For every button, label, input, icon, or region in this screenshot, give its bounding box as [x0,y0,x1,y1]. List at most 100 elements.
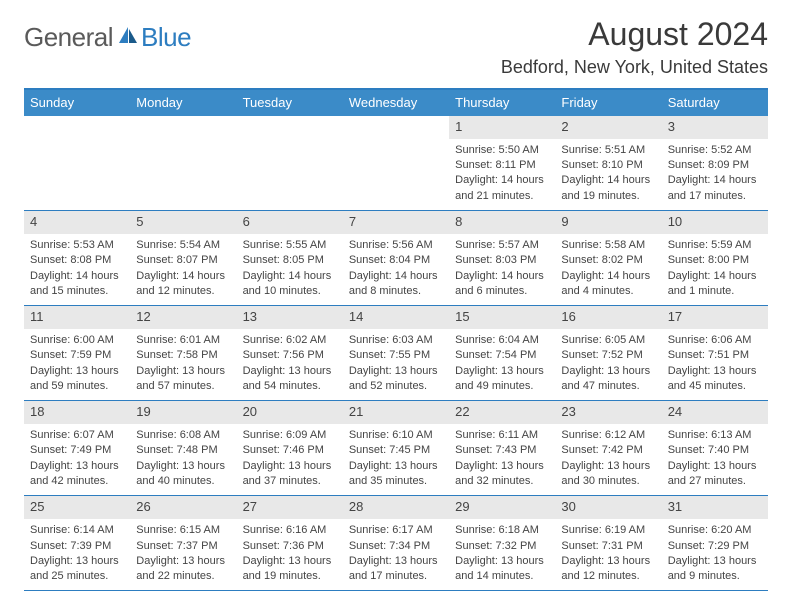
daylight2-line: and 12 minutes. [561,569,655,583]
daylight1-line: Daylight: 13 hours [30,364,124,378]
week-row: 4Sunrise: 5:53 AMSunset: 8:08 PMDaylight… [24,211,768,306]
day-info: Sunrise: 6:13 AMSunset: 7:40 PMDaylight:… [662,424,768,495]
sunset-line: Sunset: 7:56 PM [243,348,337,362]
sunrise-line: Sunrise: 6:05 AM [561,333,655,347]
daylight2-line: and 17 minutes. [349,569,443,583]
week-row: 1Sunrise: 5:50 AMSunset: 8:11 PMDaylight… [24,116,768,211]
sunset-line: Sunset: 8:05 PM [243,253,337,267]
day-header-row: SundayMondayTuesdayWednesdayThursdayFrid… [24,90,768,116]
week-row: 25Sunrise: 6:14 AMSunset: 7:39 PMDayligh… [24,496,768,591]
day-cell: 11Sunrise: 6:00 AMSunset: 7:59 PMDayligh… [24,306,130,400]
day-number: 30 [555,496,661,519]
daylight2-line: and 47 minutes. [561,379,655,393]
daylight1-line: Daylight: 14 hours [136,269,230,283]
sunset-line: Sunset: 7:34 PM [349,539,443,553]
page-title: August 2024 [501,16,768,53]
day-number: 31 [662,496,768,519]
sunrise-line: Sunrise: 5:51 AM [561,143,655,157]
day-header: Friday [555,90,661,116]
day-number [24,116,130,138]
day-info: Sunrise: 6:01 AMSunset: 7:58 PMDaylight:… [130,329,236,400]
sunset-line: Sunset: 7:31 PM [561,539,655,553]
day-cell: 10Sunrise: 5:59 AMSunset: 8:00 PMDayligh… [662,211,768,305]
day-number: 17 [662,306,768,329]
sunrise-line: Sunrise: 6:09 AM [243,428,337,442]
sunrise-line: Sunrise: 5:55 AM [243,238,337,252]
daylight2-line: and 59 minutes. [30,379,124,393]
day-info: Sunrise: 6:07 AMSunset: 7:49 PMDaylight:… [24,424,130,495]
day-cell: 15Sunrise: 6:04 AMSunset: 7:54 PMDayligh… [449,306,555,400]
sunset-line: Sunset: 8:03 PM [455,253,549,267]
day-cell: 19Sunrise: 6:08 AMSunset: 7:48 PMDayligh… [130,401,236,495]
daylight1-line: Daylight: 14 hours [349,269,443,283]
sunrise-line: Sunrise: 6:10 AM [349,428,443,442]
daylight2-line: and 57 minutes. [136,379,230,393]
calendar-grid: SundayMondayTuesdayWednesdayThursdayFrid… [24,88,768,591]
day-cell: 25Sunrise: 6:14 AMSunset: 7:39 PMDayligh… [24,496,130,590]
week-row: 11Sunrise: 6:00 AMSunset: 7:59 PMDayligh… [24,306,768,401]
sunrise-line: Sunrise: 6:15 AM [136,523,230,537]
day-number: 11 [24,306,130,329]
sunrise-line: Sunrise: 5:50 AM [455,143,549,157]
day-cell: 5Sunrise: 5:54 AMSunset: 8:07 PMDaylight… [130,211,236,305]
daylight1-line: Daylight: 13 hours [455,554,549,568]
sail-icon [117,25,139,50]
day-header: Monday [130,90,236,116]
day-number: 9 [555,211,661,234]
day-info: Sunrise: 6:15 AMSunset: 7:37 PMDaylight:… [130,519,236,590]
daylight2-line: and 10 minutes. [243,284,337,298]
sunrise-line: Sunrise: 6:18 AM [455,523,549,537]
day-info: Sunrise: 5:57 AMSunset: 8:03 PMDaylight:… [449,234,555,305]
sunset-line: Sunset: 8:11 PM [455,158,549,172]
day-number: 18 [24,401,130,424]
day-cell: 1Sunrise: 5:50 AMSunset: 8:11 PMDaylight… [449,116,555,210]
day-cell: 3Sunrise: 5:52 AMSunset: 8:09 PMDaylight… [662,116,768,210]
sunrise-line: Sunrise: 6:12 AM [561,428,655,442]
day-cell: 4Sunrise: 5:53 AMSunset: 8:08 PMDaylight… [24,211,130,305]
day-number: 12 [130,306,236,329]
daylight1-line: Daylight: 13 hours [455,364,549,378]
day-number: 28 [343,496,449,519]
day-info: Sunrise: 6:06 AMSunset: 7:51 PMDaylight:… [662,329,768,400]
day-cell: 22Sunrise: 6:11 AMSunset: 7:43 PMDayligh… [449,401,555,495]
day-cell: 6Sunrise: 5:55 AMSunset: 8:05 PMDaylight… [237,211,343,305]
sunrise-line: Sunrise: 5:57 AM [455,238,549,252]
daylight1-line: Daylight: 14 hours [455,173,549,187]
day-number: 2 [555,116,661,139]
day-number: 23 [555,401,661,424]
sunrise-line: Sunrise: 6:00 AM [30,333,124,347]
daylight2-line: and 4 minutes. [561,284,655,298]
daylight2-line: and 27 minutes. [668,474,762,488]
daylight2-line: and 32 minutes. [455,474,549,488]
day-cell: 17Sunrise: 6:06 AMSunset: 7:51 PMDayligh… [662,306,768,400]
daylight2-line: and 30 minutes. [561,474,655,488]
day-info: Sunrise: 6:02 AMSunset: 7:56 PMDaylight:… [237,329,343,400]
day-header: Sunday [24,90,130,116]
day-number: 29 [449,496,555,519]
sunrise-line: Sunrise: 5:58 AM [561,238,655,252]
sunset-line: Sunset: 7:54 PM [455,348,549,362]
day-number: 10 [662,211,768,234]
daylight1-line: Daylight: 13 hours [561,554,655,568]
daylight1-line: Daylight: 13 hours [349,459,443,473]
sunset-line: Sunset: 7:40 PM [668,443,762,457]
day-info: Sunrise: 6:00 AMSunset: 7:59 PMDaylight:… [24,329,130,400]
day-number: 26 [130,496,236,519]
day-cell: 14Sunrise: 6:03 AMSunset: 7:55 PMDayligh… [343,306,449,400]
day-cell: 23Sunrise: 6:12 AMSunset: 7:42 PMDayligh… [555,401,661,495]
logo-text-1: General [24,22,113,53]
daylight1-line: Daylight: 13 hours [349,554,443,568]
sunset-line: Sunset: 7:39 PM [30,539,124,553]
day-number [343,116,449,138]
day-number: 8 [449,211,555,234]
calendar-page: General Blue August 2024 Bedford, New Yo… [0,0,792,607]
sunset-line: Sunset: 7:51 PM [668,348,762,362]
day-cell: 16Sunrise: 6:05 AMSunset: 7:52 PMDayligh… [555,306,661,400]
sunset-line: Sunset: 7:52 PM [561,348,655,362]
day-number: 16 [555,306,661,329]
daylight1-line: Daylight: 14 hours [668,269,762,283]
sunrise-line: Sunrise: 5:52 AM [668,143,762,157]
day-header: Saturday [662,90,768,116]
day-number: 13 [237,306,343,329]
daylight2-line: and 42 minutes. [30,474,124,488]
